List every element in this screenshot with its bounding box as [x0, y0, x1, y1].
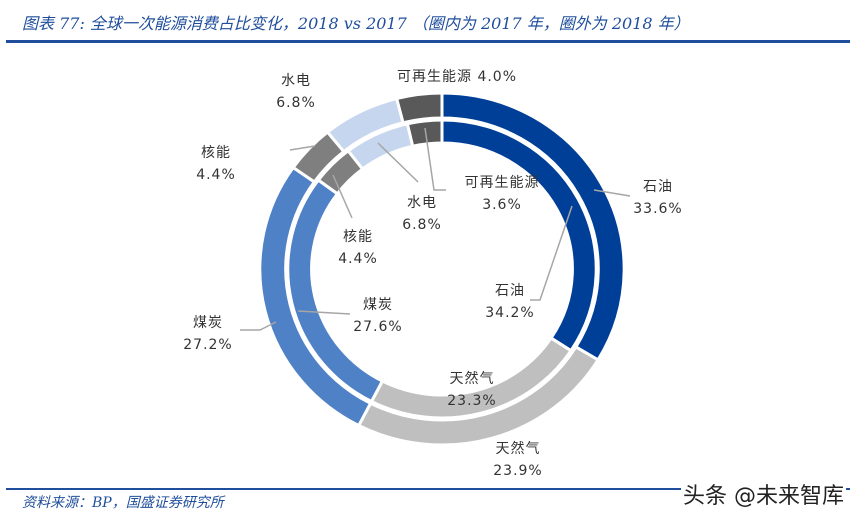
leader-line: [593, 189, 631, 197]
leader-line: [424, 127, 446, 191]
source-note: 资料来源：BP，国盛证券研究所: [22, 495, 224, 511]
label-outer-gas: 天然气 23.9%: [493, 441, 543, 479]
label-outer-nuclear: 核能 4.4%: [196, 145, 236, 183]
inner-ring-2017-segment-renewables: [405, 118, 444, 149]
label-inner-hydro: 水电 6.8%: [402, 195, 442, 233]
label-inner-gas: 天然气 23.3%: [447, 371, 497, 409]
leader-line: [240, 321, 277, 331]
leader-line: [289, 145, 316, 151]
title-divider: [6, 40, 850, 43]
source-divider: [6, 488, 850, 490]
outer-ring-2018-segment-renewables: [394, 91, 444, 125]
label-inner-renewables: 可再生能源 3.6%: [464, 175, 540, 213]
label-inner-coal: 煤炭 27.6%: [353, 297, 403, 335]
chart-title: 图表 77: 全球一次能源消费占比变化，2018 vs 2017 （圈内为 20…: [22, 14, 690, 33]
label-outer-hydro: 水电 6.8%: [276, 73, 316, 111]
leader-lines: [240, 127, 631, 331]
watermark: 头条 @未来智库: [681, 478, 846, 510]
leader-line: [530, 205, 573, 301]
label-outer-oil: 石油 33.6%: [633, 179, 683, 217]
leader-line: [297, 310, 351, 315]
leader-line: [377, 142, 419, 183]
label-inner-nuclear: 核能 4.4%: [338, 229, 378, 267]
leader-line: [332, 174, 353, 219]
label-outer-renewables: 可再生能源 4.0%: [396, 69, 518, 85]
label-inner-oil: 石油 34.2%: [485, 283, 535, 321]
label-outer-coal: 煤炭 27.2%: [183, 315, 233, 353]
outer-ring-2018: [258, 91, 626, 447]
